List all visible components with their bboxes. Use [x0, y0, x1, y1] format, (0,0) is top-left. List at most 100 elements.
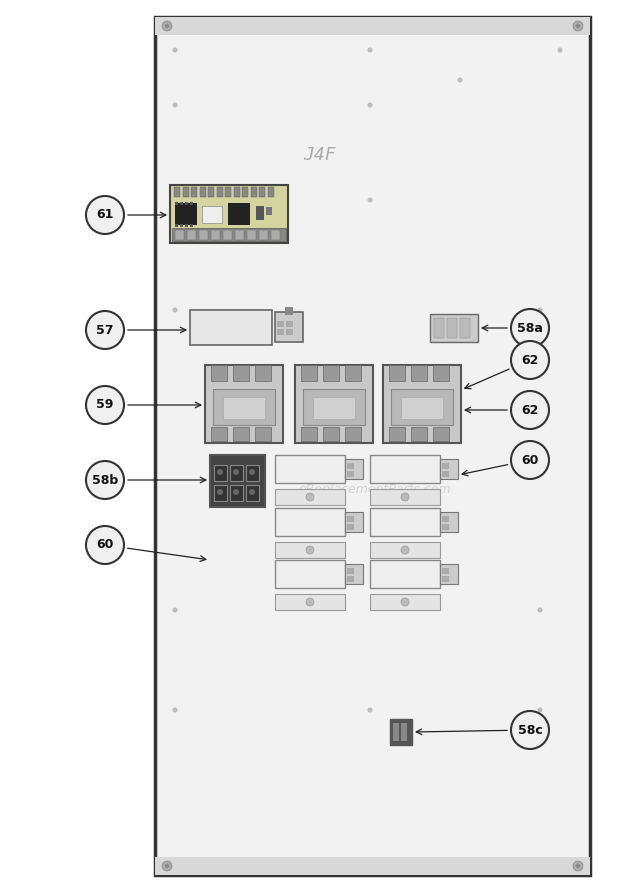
Bar — [250, 187, 257, 197]
Bar — [233, 427, 249, 441]
Bar — [440, 459, 458, 479]
Bar — [223, 397, 265, 419]
Circle shape — [162, 21, 172, 31]
Bar — [170, 185, 288, 243]
Bar — [275, 542, 345, 558]
Bar — [460, 318, 470, 338]
Circle shape — [573, 21, 583, 31]
Circle shape — [86, 311, 124, 349]
Circle shape — [576, 864, 580, 868]
Bar — [345, 427, 361, 441]
Bar — [301, 365, 317, 381]
Bar — [275, 594, 345, 610]
Circle shape — [165, 24, 169, 28]
Bar — [182, 187, 188, 197]
Bar — [214, 465, 227, 481]
Circle shape — [249, 489, 255, 495]
Circle shape — [306, 598, 314, 606]
Circle shape — [86, 386, 124, 424]
Bar — [225, 187, 231, 197]
Bar — [271, 230, 280, 240]
Bar — [202, 206, 222, 223]
Bar — [345, 365, 361, 381]
Bar — [345, 512, 363, 532]
Bar — [433, 365, 449, 381]
Bar — [370, 594, 440, 610]
Bar — [389, 365, 405, 381]
Bar — [275, 508, 345, 536]
Bar — [180, 224, 183, 227]
Bar — [185, 202, 188, 205]
Bar — [442, 576, 449, 582]
Bar — [190, 202, 193, 205]
Circle shape — [233, 489, 239, 495]
Bar — [155, 17, 590, 875]
Bar — [275, 455, 345, 483]
Bar — [211, 427, 227, 441]
Circle shape — [368, 707, 373, 713]
Bar — [234, 187, 239, 197]
Bar — [370, 455, 440, 483]
Circle shape — [306, 546, 314, 554]
Circle shape — [557, 47, 562, 53]
Bar — [230, 465, 243, 481]
Text: 59: 59 — [96, 399, 113, 411]
Bar — [440, 564, 458, 584]
Bar — [295, 365, 373, 443]
Circle shape — [511, 391, 549, 429]
Circle shape — [511, 309, 549, 347]
Bar — [267, 187, 273, 197]
Bar — [442, 524, 449, 530]
Circle shape — [401, 598, 409, 606]
Bar — [180, 202, 183, 205]
Bar — [199, 230, 208, 240]
Bar — [370, 560, 440, 588]
Text: 60: 60 — [521, 453, 539, 467]
Bar — [411, 365, 427, 381]
Bar — [211, 365, 227, 381]
Bar — [200, 187, 205, 197]
Text: 58b: 58b — [92, 474, 118, 486]
Circle shape — [172, 707, 177, 713]
Bar — [401, 723, 407, 741]
Bar — [442, 516, 449, 522]
Text: 60: 60 — [96, 539, 113, 551]
Bar — [155, 17, 590, 35]
Circle shape — [217, 469, 223, 475]
Bar — [155, 857, 590, 875]
Bar — [347, 471, 354, 477]
Bar — [275, 489, 345, 505]
Bar — [277, 321, 284, 327]
Bar — [370, 508, 440, 536]
Circle shape — [538, 607, 542, 613]
Bar — [216, 187, 223, 197]
Text: J4F: J4F — [304, 146, 336, 164]
Circle shape — [401, 546, 409, 554]
Bar — [175, 224, 178, 227]
Bar — [383, 365, 461, 443]
Bar — [259, 230, 268, 240]
Text: eReplacementParts.com: eReplacementParts.com — [299, 483, 451, 497]
Circle shape — [86, 461, 124, 499]
Bar — [401, 397, 443, 419]
Bar — [211, 230, 220, 240]
Bar — [175, 203, 197, 225]
Circle shape — [86, 526, 124, 564]
Text: 61: 61 — [96, 209, 113, 221]
Bar — [347, 568, 354, 574]
Bar — [235, 230, 244, 240]
Circle shape — [162, 861, 172, 871]
Bar — [208, 187, 214, 197]
Bar — [389, 427, 405, 441]
Bar — [370, 489, 440, 505]
Bar — [190, 310, 272, 345]
Bar — [347, 524, 354, 530]
Bar — [175, 230, 184, 240]
Bar — [255, 427, 271, 441]
Bar — [275, 312, 303, 342]
Circle shape — [573, 861, 583, 871]
Bar — [246, 465, 259, 481]
Text: 57: 57 — [96, 324, 113, 336]
Bar — [185, 224, 188, 227]
Circle shape — [165, 864, 169, 868]
